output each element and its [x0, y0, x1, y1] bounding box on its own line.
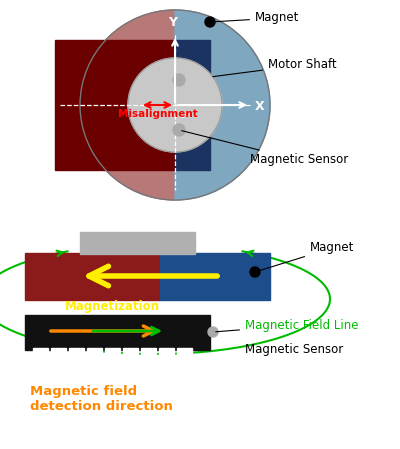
Text: Misalignment: Misalignment	[118, 109, 197, 119]
Bar	[51, 348, 66, 360]
Circle shape	[128, 58, 222, 152]
Text: Magnetization: Magnetization	[64, 300, 160, 313]
Text: Magnetic Field Line: Magnetic Field Line	[216, 318, 358, 332]
Bar	[123, 348, 138, 360]
Bar	[55, 40, 175, 170]
Bar	[160, 253, 270, 300]
Circle shape	[205, 17, 215, 27]
Text: Motor Shaft: Motor Shaft	[213, 58, 337, 77]
Text: Magnetic field
detection direction: Magnetic field detection direction	[30, 385, 173, 413]
Circle shape	[173, 124, 185, 136]
Bar	[33, 348, 48, 360]
Text: Magnet: Magnet	[213, 12, 299, 25]
Text: Magnet: Magnet	[258, 242, 354, 271]
Text: Magnetic Sensor: Magnetic Sensor	[245, 343, 343, 356]
Bar	[177, 348, 192, 360]
Circle shape	[173, 74, 185, 86]
Circle shape	[208, 327, 218, 337]
Bar	[141, 348, 156, 360]
Text: X: X	[255, 101, 265, 114]
Bar	[105, 348, 120, 360]
Bar	[175, 40, 210, 170]
Bar	[69, 348, 84, 360]
Polygon shape	[80, 10, 175, 200]
Polygon shape	[175, 10, 270, 200]
Bar	[25, 253, 160, 300]
Circle shape	[250, 267, 260, 277]
Text: Y: Y	[168, 16, 178, 29]
Bar	[87, 348, 102, 360]
Text: o: o	[179, 110, 185, 120]
Bar	[25, 315, 210, 350]
Text: Magnetic Sensor: Magnetic Sensor	[182, 131, 348, 167]
Bar	[159, 348, 174, 360]
Bar	[80, 232, 195, 254]
